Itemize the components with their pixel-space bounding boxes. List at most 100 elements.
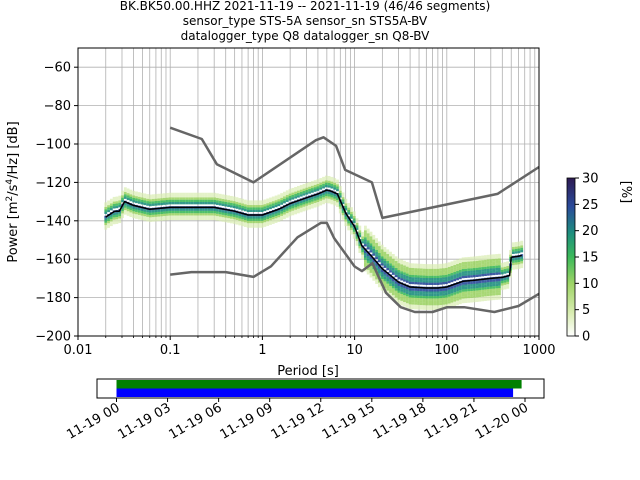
density-cell [369,238,373,241]
density-cell [126,206,130,209]
density-cell [400,296,404,299]
density-cell [470,290,473,294]
density-cell [458,285,462,289]
density-cell [182,201,186,205]
density-cell [107,200,110,203]
density-cell [202,197,205,200]
colorbar-tick-label: 5 [582,303,590,318]
density-cell [135,209,138,212]
density-cell [143,195,147,199]
density-cell [492,268,496,271]
density-cell [162,200,166,203]
density-cell [380,249,384,252]
density-cell [308,202,311,205]
density-cell [439,298,443,301]
density-cell [461,289,465,292]
density-cell [364,252,367,256]
density-cell [126,211,130,214]
density-cell [176,210,180,214]
density-cell [366,267,370,270]
density-cell [517,266,521,269]
density-cell [503,284,507,288]
density-cell [478,262,482,266]
density-cell [302,186,306,189]
density-cell [137,194,141,197]
density-cell [391,281,395,284]
density-cell [174,197,177,200]
density-cell [143,209,147,212]
density-cell [162,211,166,214]
density-cell [439,288,443,292]
density-cell [498,256,501,259]
density-cell [433,298,437,301]
density-cell [464,261,468,265]
density-cell [389,251,392,255]
density-cell [302,206,306,210]
density-cell [288,193,292,196]
density-cell [492,288,496,291]
density-cell [218,214,222,217]
density-cell [478,280,482,284]
density-cell [165,208,169,212]
density-cell [171,217,175,221]
density-cell [361,249,365,253]
density-cell [478,299,482,302]
density-cell [336,188,339,192]
density-cell [269,202,272,205]
density-cell [506,261,510,264]
density-cell [506,284,510,287]
density-cell [408,292,412,296]
density-cell [444,279,448,282]
density-cell [489,297,493,301]
density-cell [419,304,423,308]
density-cell [470,300,473,303]
density-cell [174,208,177,211]
density-cell [154,198,158,202]
density-cell [269,204,272,207]
density-cell [179,213,183,216]
density-cell [383,265,387,268]
density-cell [199,217,203,221]
density-cell [283,209,286,213]
density-cell [296,192,300,196]
density-cell [386,274,390,277]
density-cell [372,278,376,281]
density-cell [218,196,222,199]
density-cell [280,213,284,216]
density-cell [196,197,200,200]
density-cell [369,240,373,244]
density-cell [372,246,376,249]
density-cell [375,242,378,246]
density-cell [333,185,337,188]
density-cell [104,224,108,228]
density-cell [350,211,353,215]
density-cell [442,275,445,278]
density-cell [436,280,440,283]
density-cell [179,195,183,198]
density-cell [383,276,387,280]
density-cell [375,256,378,260]
density-cell [439,300,443,303]
density-cell [492,258,496,262]
density-cell [444,288,448,291]
density-cell [257,220,261,224]
density-cell [322,176,325,180]
density-cell [319,193,323,197]
density-cell [397,301,401,305]
density-cell [394,297,398,300]
density-cell [176,195,180,198]
density-cell [389,270,392,273]
density-cell [193,201,197,205]
density-cell [389,283,392,286]
density-cell [464,300,468,303]
density-cell [347,212,351,215]
density-cell [227,195,230,198]
density-cell [109,203,113,206]
density-cell [372,239,376,242]
density-cell [478,271,482,275]
density-cell [182,208,186,211]
density-cell [336,184,339,187]
density-cell [383,285,387,289]
density-cell [319,178,323,181]
